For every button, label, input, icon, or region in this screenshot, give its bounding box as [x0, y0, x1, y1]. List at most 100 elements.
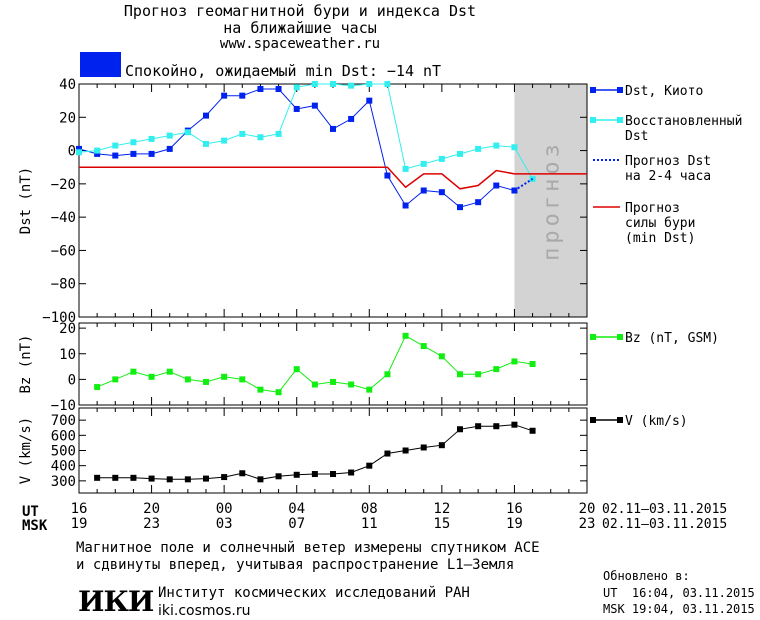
series-dst-kyoto-point	[384, 172, 391, 179]
legend-dst-kyoto-swatch-marker	[617, 87, 623, 93]
series-bz-point	[511, 358, 518, 365]
ut-tick-label: 16	[71, 501, 88, 517]
legend-dst-kyoto-swatch-marker	[590, 87, 596, 93]
series-restored-dst-point	[221, 137, 228, 144]
forecast-band	[514, 84, 587, 317]
series-v-point	[184, 476, 191, 483]
series-dst-kyoto-point	[438, 189, 445, 196]
legend-restored-text: Восстановленный	[625, 114, 742, 129]
series-restored-dst-point	[457, 150, 463, 157]
msk-tick-label: 07	[288, 516, 305, 532]
panel-frame	[78, 407, 588, 494]
series-v-point	[330, 471, 336, 478]
series-bz-point	[366, 386, 373, 393]
legend-v-swatch-marker	[590, 417, 596, 423]
chart-subtitle: на ближайшие часы	[223, 19, 377, 37]
series-v-point	[511, 421, 518, 428]
series-v-point	[438, 442, 445, 449]
series-restored-dst-point	[94, 147, 101, 154]
series-restored-dst-point	[275, 130, 282, 137]
updated-label: Обновлено в:	[603, 569, 690, 583]
legend-storm-text: Прогноз	[625, 201, 680, 216]
series-dst-kyoto-point	[366, 97, 373, 104]
series-dst-kyoto-point	[275, 85, 282, 92]
legend-forecast-text: на 2-4 часа	[625, 169, 711, 184]
series-restored-dst-point	[76, 149, 82, 156]
y-tick-label: 20	[59, 110, 76, 126]
series-restored-dst-point	[348, 82, 355, 89]
series-dst-kyoto-point	[348, 115, 355, 122]
series-v-point	[348, 469, 355, 476]
series-dst-kyoto-point	[148, 150, 155, 157]
series-v-point	[366, 462, 373, 469]
source-url[interactable]: www.spaceweather.ru	[219, 36, 381, 52]
y-tick-label: 0	[68, 144, 76, 160]
series-dst-kyoto-point	[402, 202, 409, 209]
series-dst-forecast-line	[513, 178, 534, 192]
series-restored-dst-line	[78, 83, 534, 180]
msk-tick-label: 15	[433, 516, 450, 532]
series-v-point	[311, 471, 318, 478]
series-v-point	[475, 423, 482, 430]
series-bz-point	[493, 366, 500, 373]
y-tick-label: −40	[51, 210, 76, 226]
legend-v-text: V (km/s)	[625, 414, 688, 429]
ut-tick-label: 08	[361, 501, 378, 517]
series-bz-point	[311, 381, 318, 388]
ut-tick-label: 00	[216, 501, 233, 517]
series-restored-dst-point	[384, 81, 391, 87]
series-bz-point	[475, 371, 482, 378]
series-v-point	[493, 423, 500, 430]
dst-panel: прогноз 40 20 0 −20 −40 −60 −80 −100 Dst (nT)	[18, 77, 588, 326]
series-restored-dst-point	[293, 84, 300, 91]
series-bz-point	[112, 376, 119, 383]
legend-storm-text: силы бури	[625, 216, 695, 231]
series-restored-dst-point	[420, 160, 427, 167]
series-v-point	[94, 474, 101, 481]
series-dst-kyoto-point	[293, 105, 300, 112]
ut-date-range: 02.11–03.11.2015	[602, 502, 727, 517]
series-dst-kyoto-point	[457, 204, 463, 211]
series-bz-point	[257, 386, 264, 393]
series-restored-dst-point	[438, 155, 445, 162]
series-dst-kyoto-point	[130, 150, 137, 157]
ut-tick-label: 04	[288, 501, 305, 517]
series-dst-kyoto-point	[239, 92, 246, 99]
chart-title: Прогноз геомагнитной бури и индекса Dst	[123, 2, 477, 20]
series-bz-point	[239, 376, 246, 383]
series-restored-dst-point	[184, 129, 191, 136]
series-restored-dst-point	[511, 144, 518, 151]
series-bz-point	[420, 343, 427, 350]
y-tick-label: 20	[59, 321, 76, 337]
series-dst-kyoto-point	[257, 85, 264, 92]
series-dst-kyoto-point	[221, 92, 228, 99]
status-text: Спокойно, ожидаемый min Dst: −14 nT	[125, 62, 442, 80]
ut-tick-label: 20	[143, 501, 160, 517]
y-tick-label: 700	[51, 413, 76, 429]
msk-tick-label: 19	[71, 516, 88, 532]
series-dst-kyoto-point	[493, 182, 500, 189]
legend-dst-kyoto-text: Dst, Киото	[625, 84, 703, 99]
y-axis-label: Dst (nT)	[18, 167, 34, 234]
series-v-point	[529, 427, 536, 434]
series-restored-dst-point	[475, 145, 482, 152]
series-bz-point	[148, 373, 155, 380]
series-bz-point	[330, 378, 336, 385]
series-v-point	[457, 426, 463, 433]
series-dst-kyoto-point	[112, 152, 119, 159]
series-v-point	[384, 450, 391, 457]
legend-forecast-text: Прогноз Dst	[625, 154, 711, 169]
y-tick-label: 400	[51, 459, 76, 475]
series-bz-point	[457, 371, 463, 378]
institute-site[interactable]: iki.cosmos.ru	[158, 603, 251, 619]
legend-bz-swatch-marker	[617, 334, 623, 340]
series-v-point	[130, 474, 137, 481]
series-bz-point	[184, 376, 191, 383]
bz-panel: 20 10 0 −10 Bz (nT)	[18, 321, 588, 414]
series-dst-kyoto-point	[76, 145, 82, 152]
series-v-point	[293, 471, 300, 478]
legend-storm-text: (min Dst)	[625, 231, 695, 246]
msk-tick-label: 19	[506, 516, 523, 532]
